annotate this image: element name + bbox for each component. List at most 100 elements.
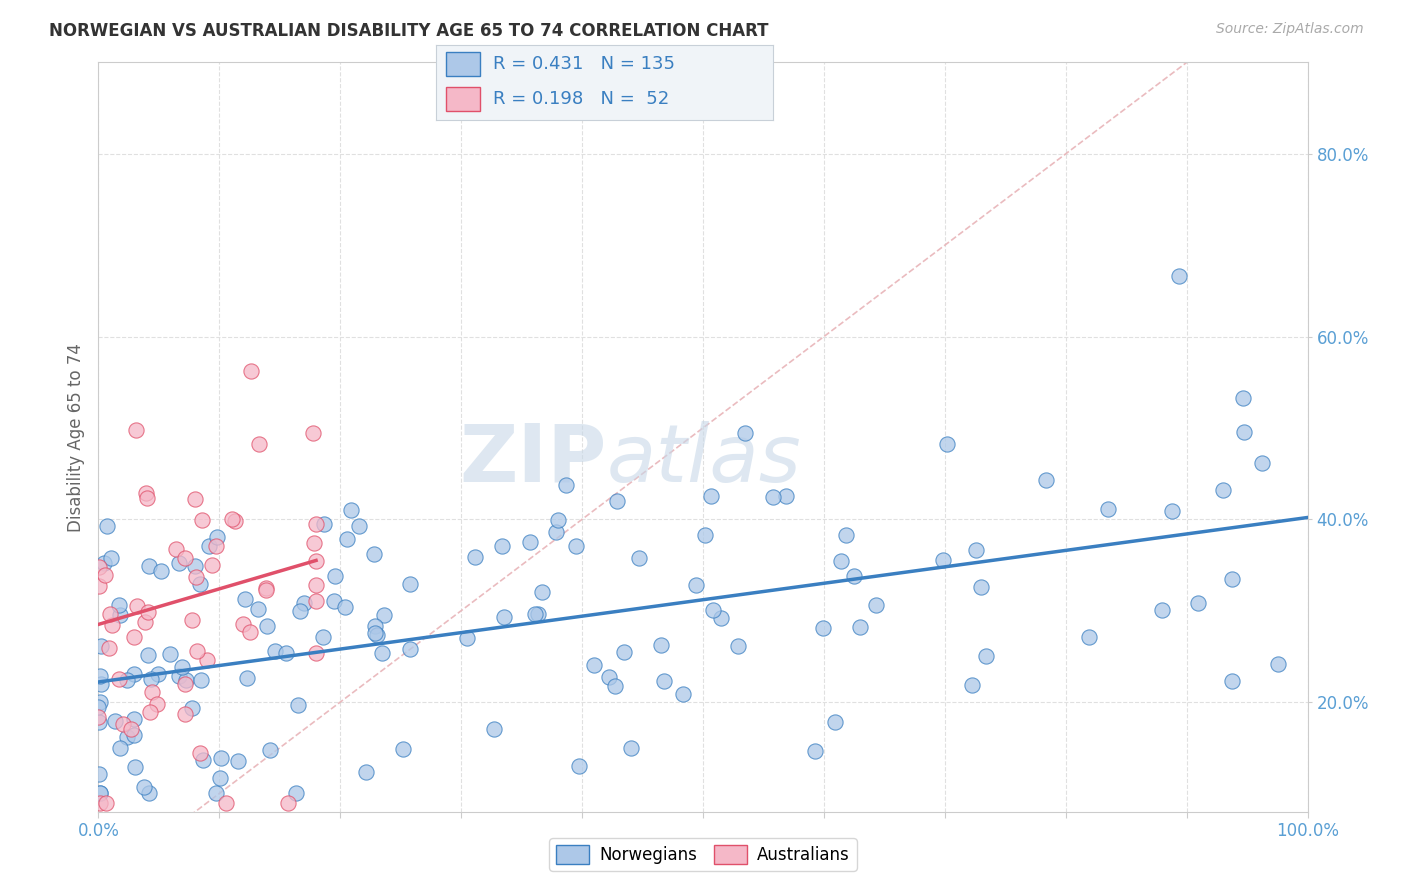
- Point: [519, 535, 541, 549]
- Point: [150, 564, 173, 578]
- Point: [87, 579, 110, 593]
- Point: [312, 630, 335, 644]
- Point: [305, 578, 328, 592]
- Point: [170, 660, 193, 674]
- Text: NORWEGIAN VS AUSTRALIAN DISABILITY AGE 65 TO 74 CORRELATION CHART: NORWEGIAN VS AUSTRALIAN DISABILITY AGE 6…: [49, 22, 769, 40]
- Point: [195, 653, 218, 667]
- Point: [165, 542, 187, 557]
- Point: [115, 673, 138, 687]
- Point: [492, 610, 515, 624]
- Point: [1212, 483, 1234, 497]
- Point: [96, 519, 118, 533]
- Point: [89, 787, 111, 801]
- Point: [627, 550, 650, 565]
- Point: [356, 765, 378, 780]
- Point: [613, 645, 636, 659]
- Point: [94, 568, 117, 582]
- Point: [582, 658, 605, 673]
- Point: [392, 741, 415, 756]
- Point: [181, 700, 204, 714]
- Point: [970, 580, 993, 594]
- Point: [136, 606, 159, 620]
- Point: [135, 485, 157, 500]
- FancyBboxPatch shape: [446, 87, 479, 112]
- Point: [323, 594, 346, 608]
- Point: [1251, 456, 1274, 470]
- Point: [87, 709, 110, 723]
- Point: [98, 607, 121, 621]
- Point: [146, 666, 169, 681]
- Point: [122, 666, 145, 681]
- Point: [811, 621, 834, 635]
- Point: [138, 787, 160, 801]
- Point: [208, 771, 231, 785]
- Point: [824, 714, 846, 729]
- Point: [87, 700, 110, 714]
- Text: atlas: atlas: [606, 420, 801, 499]
- Point: [104, 714, 127, 728]
- Point: [606, 494, 628, 508]
- Text: ZIP: ZIP: [458, 420, 606, 499]
- Point: [364, 625, 387, 640]
- Point: [531, 585, 554, 599]
- Point: [247, 437, 270, 451]
- Point: [247, 601, 270, 615]
- Point: [174, 673, 197, 688]
- Point: [226, 754, 249, 768]
- Point: [111, 717, 134, 731]
- Point: [221, 512, 243, 526]
- Point: [169, 556, 191, 570]
- Point: [762, 491, 785, 505]
- Point: [456, 632, 478, 646]
- Point: [301, 426, 323, 441]
- Point: [974, 648, 997, 663]
- Point: [693, 528, 716, 542]
- Point: [323, 568, 346, 582]
- Point: [89, 787, 111, 801]
- Point: [671, 687, 693, 701]
- Text: R = 0.198   N =  52: R = 0.198 N = 52: [494, 90, 669, 108]
- Point: [139, 705, 162, 719]
- Point: [555, 477, 578, 491]
- Point: [1161, 504, 1184, 518]
- Text: Source: ZipAtlas.com: Source: ZipAtlas.com: [1216, 22, 1364, 37]
- Point: [277, 796, 299, 810]
- Point: [865, 598, 887, 612]
- Point: [89, 559, 111, 574]
- Point: [209, 750, 232, 764]
- Point: [93, 556, 115, 570]
- Y-axis label: Disability Age 65 to 74: Disability Age 65 to 74: [66, 343, 84, 532]
- Point: [835, 528, 858, 542]
- Point: [312, 516, 335, 531]
- Point: [198, 539, 221, 553]
- Legend: Norwegians, Australians: Norwegians, Australians: [550, 838, 856, 871]
- Point: [264, 644, 287, 658]
- Point: [936, 437, 959, 451]
- Point: [138, 559, 160, 574]
- Point: [186, 643, 208, 657]
- Point: [141, 673, 163, 687]
- Point: [173, 706, 195, 721]
- Point: [568, 759, 591, 773]
- Point: [141, 685, 163, 699]
- Point: [254, 582, 277, 597]
- Point: [122, 712, 145, 726]
- Point: [960, 678, 983, 692]
- Point: [1097, 502, 1119, 516]
- Point: [89, 796, 111, 810]
- Point: [1150, 603, 1173, 617]
- Point: [127, 599, 149, 613]
- Point: [184, 570, 207, 584]
- Point: [603, 679, 626, 693]
- Point: [1232, 392, 1254, 406]
- Point: [373, 608, 395, 623]
- Point: [527, 607, 550, 622]
- Point: [399, 642, 422, 657]
- Point: [727, 640, 749, 654]
- Point: [491, 539, 513, 553]
- Point: [239, 364, 262, 378]
- Point: [233, 592, 256, 607]
- Point: [305, 554, 328, 568]
- Point: [188, 576, 211, 591]
- Point: [288, 604, 311, 618]
